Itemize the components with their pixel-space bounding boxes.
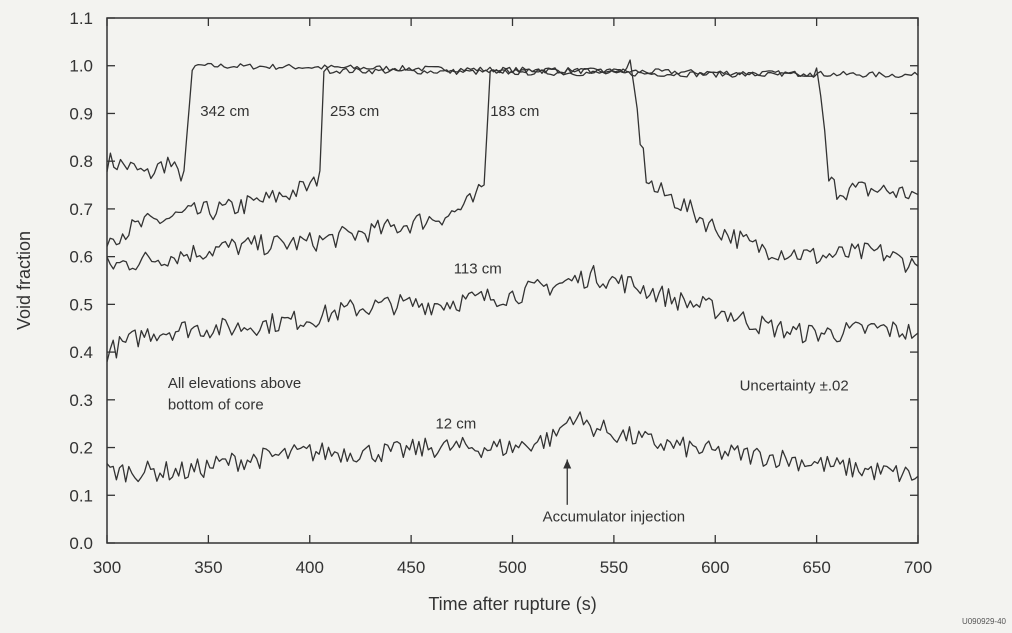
label-342-cm: 342 cm <box>200 103 249 120</box>
y-tick-label: 0.1 <box>69 486 93 505</box>
annotations: 342 cm 253 cm 183 cm 113 cm 12 cm All el… <box>168 103 849 526</box>
accumulator-injection-label: Accumulator injection <box>543 509 686 526</box>
y-tick-label: 0.5 <box>69 295 93 314</box>
series-line-183-cm <box>106 59 919 273</box>
y-axis: 0.0 0.1 0.2 0.3 0.4 0.5 0.6 0.7 0.8 0.9 1.0 1.1 <box>69 9 918 553</box>
label-12-cm: 12 cm <box>435 415 476 432</box>
uncertainty-note: Uncertainty ±.02 <box>740 377 849 394</box>
elevations-note-line1: All elevations above <box>168 375 301 392</box>
x-tick-label: 450 <box>397 558 425 577</box>
label-113-cm: 113 cm <box>454 260 502 277</box>
y-tick-label: 0.0 <box>69 534 93 553</box>
series-group <box>106 59 919 483</box>
series-line-12-cm <box>106 411 919 483</box>
x-tick-label: 300 <box>93 558 121 577</box>
x-axis-title: Time after rupture (s) <box>428 594 596 614</box>
x-tick-label: 700 <box>904 558 932 577</box>
x-tick-label: 600 <box>701 558 729 577</box>
y-tick-label: 0.3 <box>69 391 93 410</box>
y-tick-label: 0.2 <box>69 439 93 458</box>
reference-code: U090929-40 <box>962 617 1007 626</box>
x-tick-label: 350 <box>194 558 222 577</box>
series-line-113-cm <box>106 264 919 363</box>
y-tick-label: 0.9 <box>69 104 93 123</box>
x-tick-label: 500 <box>498 558 526 577</box>
y-tick-label: 0.6 <box>69 248 93 267</box>
y-axis-title: Void fraction <box>14 231 34 330</box>
x-tick-label: 400 <box>296 558 324 577</box>
y-tick-label: 0.7 <box>69 200 93 219</box>
y-tick-label: 0.4 <box>69 343 93 362</box>
y-tick-label: 0.8 <box>69 152 93 171</box>
x-tick-label: 650 <box>802 558 830 577</box>
series-line-253-cm <box>106 67 919 247</box>
y-tick-label: 1.1 <box>69 9 93 28</box>
accumulator-arrowhead-icon <box>563 459 572 469</box>
x-axis: 300 350 400 450 500 550 600 650 700 <box>93 18 932 577</box>
x-tick-label: 550 <box>600 558 628 577</box>
label-253-cm: 253 cm <box>330 103 379 120</box>
y-tick-label: 1.0 <box>69 57 93 76</box>
label-183-cm: 183 cm <box>490 103 539 120</box>
elevations-note-line2: bottom of core <box>168 396 264 413</box>
